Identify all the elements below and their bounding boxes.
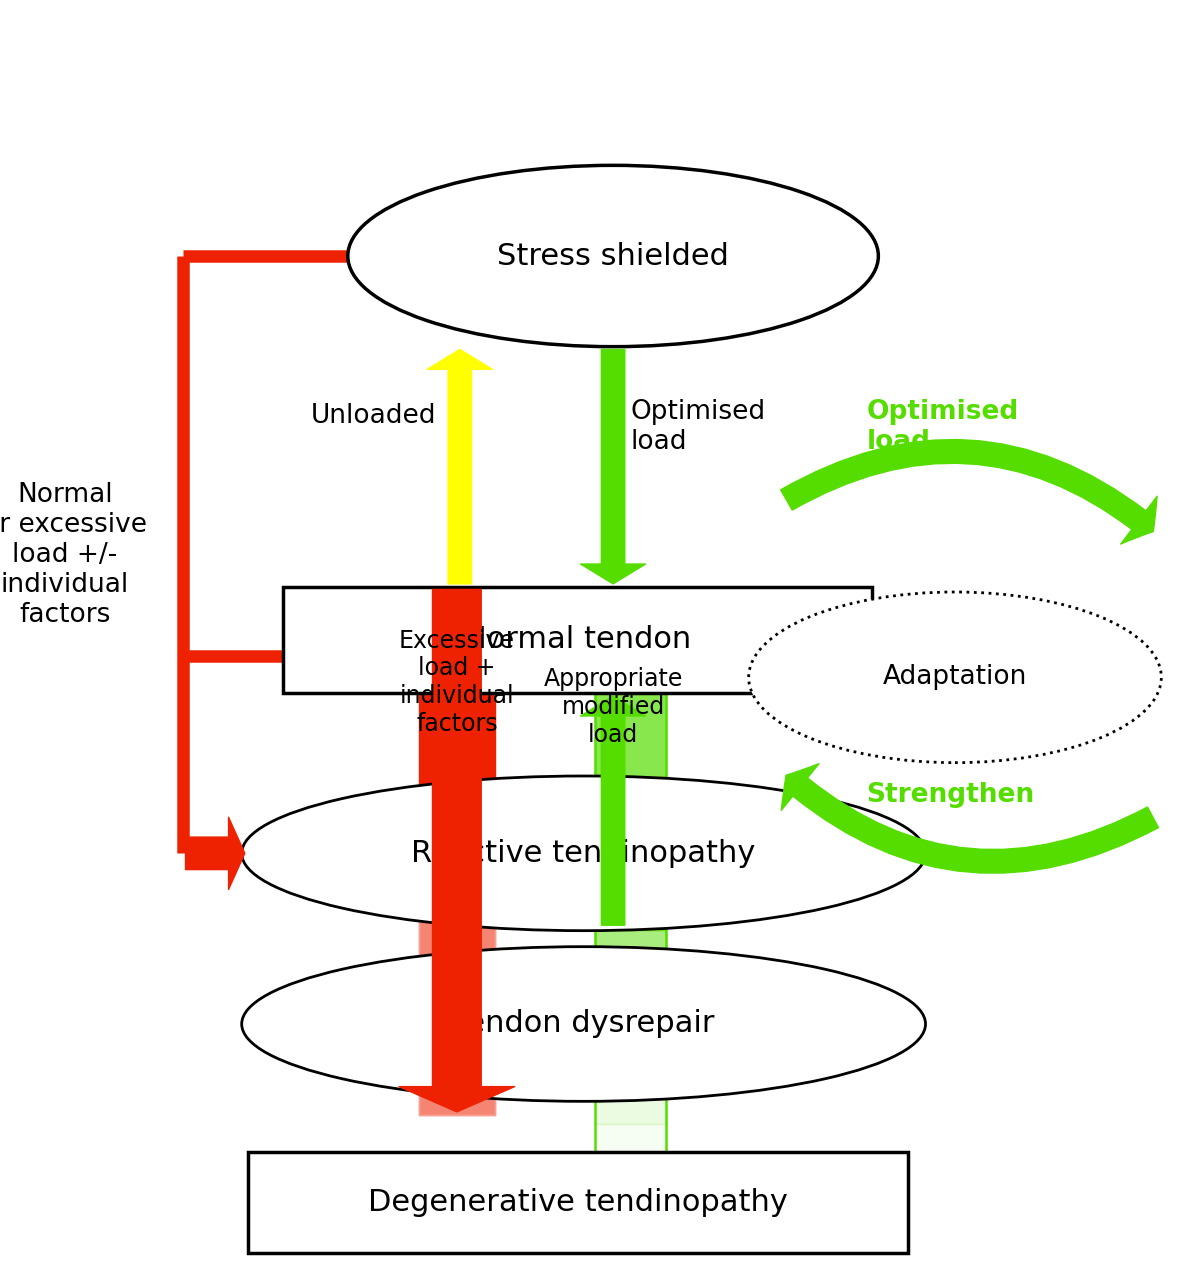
Text: Adaptation: Adaptation bbox=[883, 664, 1027, 690]
Text: Normal tendon: Normal tendon bbox=[465, 626, 691, 654]
Text: Strengthen: Strengthen bbox=[867, 782, 1035, 808]
Text: Reactive tendinopathy: Reactive tendinopathy bbox=[411, 838, 756, 868]
Text: Optimised
load: Optimised load bbox=[631, 398, 766, 454]
Bar bbox=[595, 1069, 666, 1097]
Text: Normal
or excessive
load +/-
individual
factors: Normal or excessive load +/- individual … bbox=[0, 481, 147, 627]
Bar bbox=[595, 1041, 666, 1069]
Bar bbox=[595, 986, 666, 1014]
Ellipse shape bbox=[348, 165, 878, 347]
Ellipse shape bbox=[749, 591, 1161, 763]
Bar bbox=[595, 1014, 666, 1041]
Bar bbox=[248, 1152, 908, 1253]
Bar bbox=[595, 902, 666, 931]
Ellipse shape bbox=[242, 776, 926, 931]
Ellipse shape bbox=[242, 947, 926, 1101]
Bar bbox=[595, 874, 666, 902]
Bar bbox=[595, 957, 666, 986]
Text: Excessive
load +
individual
factors: Excessive load + individual factors bbox=[399, 628, 515, 736]
Text: Appropriate
modified
load: Appropriate modified load bbox=[544, 667, 683, 746]
Text: Stress shielded: Stress shielded bbox=[498, 242, 729, 270]
Bar bbox=[595, 586, 666, 1152]
Text: Unloaded: Unloaded bbox=[311, 403, 436, 429]
Bar bbox=[595, 1124, 666, 1152]
FancyArrowPatch shape bbox=[782, 764, 1159, 873]
Text: Degenerative tendinopathy: Degenerative tendinopathy bbox=[368, 1188, 788, 1217]
Bar bbox=[595, 1097, 666, 1124]
Bar bbox=[419, 586, 495, 1115]
Bar bbox=[595, 931, 666, 957]
Bar bbox=[283, 586, 872, 694]
Text: Tendon dysrepair: Tendon dysrepair bbox=[453, 1010, 714, 1038]
FancyArrowPatch shape bbox=[780, 439, 1157, 544]
Bar bbox=[595, 586, 666, 874]
Bar bbox=[419, 824, 495, 1115]
Text: Optimised
load: Optimised load bbox=[867, 398, 1019, 454]
